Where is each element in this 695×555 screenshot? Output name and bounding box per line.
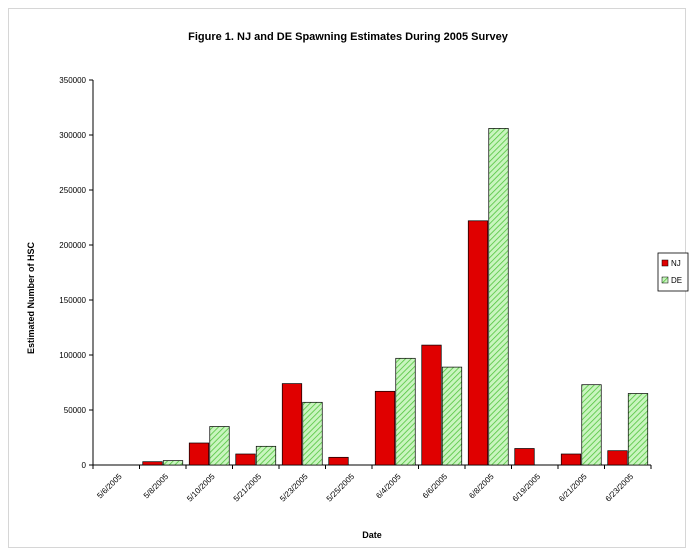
bar-nj <box>188 442 210 466</box>
bar-de <box>488 128 509 466</box>
y-tick-label: 0 <box>82 461 87 470</box>
bar-nj <box>607 450 628 466</box>
legend: NJ DE <box>657 252 689 292</box>
y-tick-label: 250000 <box>59 186 86 195</box>
y-tick-label: 150000 <box>59 296 86 305</box>
x-tick-label: 5/8/2005 <box>142 472 171 501</box>
bar-de <box>162 460 184 466</box>
bar-nj <box>374 390 396 466</box>
x-tick-label: 5/25/2005 <box>325 472 357 504</box>
x-tick-label: 6/4/2005 <box>374 472 403 501</box>
y-tick-label: 350000 <box>59 76 86 85</box>
bar-nj <box>142 461 163 466</box>
bar-nj <box>421 344 442 466</box>
bar-nj <box>560 453 582 466</box>
legend-frame <box>657 252 689 292</box>
x-tick-label: 6/6/2005 <box>421 472 450 501</box>
bar-de <box>255 445 277 466</box>
x-axis-label: Date <box>362 530 382 540</box>
bar-nj <box>281 383 303 466</box>
bar-de <box>441 366 463 466</box>
y-tick-label: 300000 <box>59 131 86 140</box>
x-tick-label: 5/10/2005 <box>185 472 217 504</box>
x-tick-label: 6/8/2005 <box>467 472 496 501</box>
bar-nj <box>328 456 349 466</box>
legend-swatch-nj <box>661 259 669 267</box>
legend-label-de: DE <box>671 276 682 285</box>
x-tick-label: 5/21/2005 <box>232 472 264 504</box>
bar-de <box>395 357 416 466</box>
chart-title: Figure 1. NJ and DE Spawning Estimates D… <box>188 31 509 43</box>
bar-de <box>581 384 602 466</box>
legend-label-nj: NJ <box>671 259 681 268</box>
y-tick-label: 50000 <box>64 406 87 415</box>
x-tick-label: 5/23/2005 <box>278 472 310 504</box>
x-tick-label: 5/6/2005 <box>95 472 124 501</box>
bar-nj <box>514 448 535 466</box>
x-tick-label: 6/19/2005 <box>511 472 543 504</box>
bar-nj <box>235 453 256 466</box>
y-tick-label: 100000 <box>59 351 86 360</box>
bar-de <box>627 393 649 466</box>
y-tick-label: 200000 <box>59 241 86 250</box>
bar-de <box>302 401 323 466</box>
x-tick-label: 6/23/2005 <box>604 472 636 504</box>
y-axis-label: Estimated Number of HSC <box>26 241 36 354</box>
x-tick-label: 6/21/2005 <box>557 472 589 504</box>
x-axis: 5/6/2005 5/8/2005 5/10/2005 5/21/2005 5/23/2… <box>92 464 652 504</box>
legend-swatch-de <box>661 276 669 284</box>
bars <box>142 128 649 466</box>
bar-nj <box>467 220 489 466</box>
bar-de <box>209 426 230 466</box>
y-axis: 0 50000 100000 150000 200000 250000 300000 3500… <box>59 76 94 470</box>
